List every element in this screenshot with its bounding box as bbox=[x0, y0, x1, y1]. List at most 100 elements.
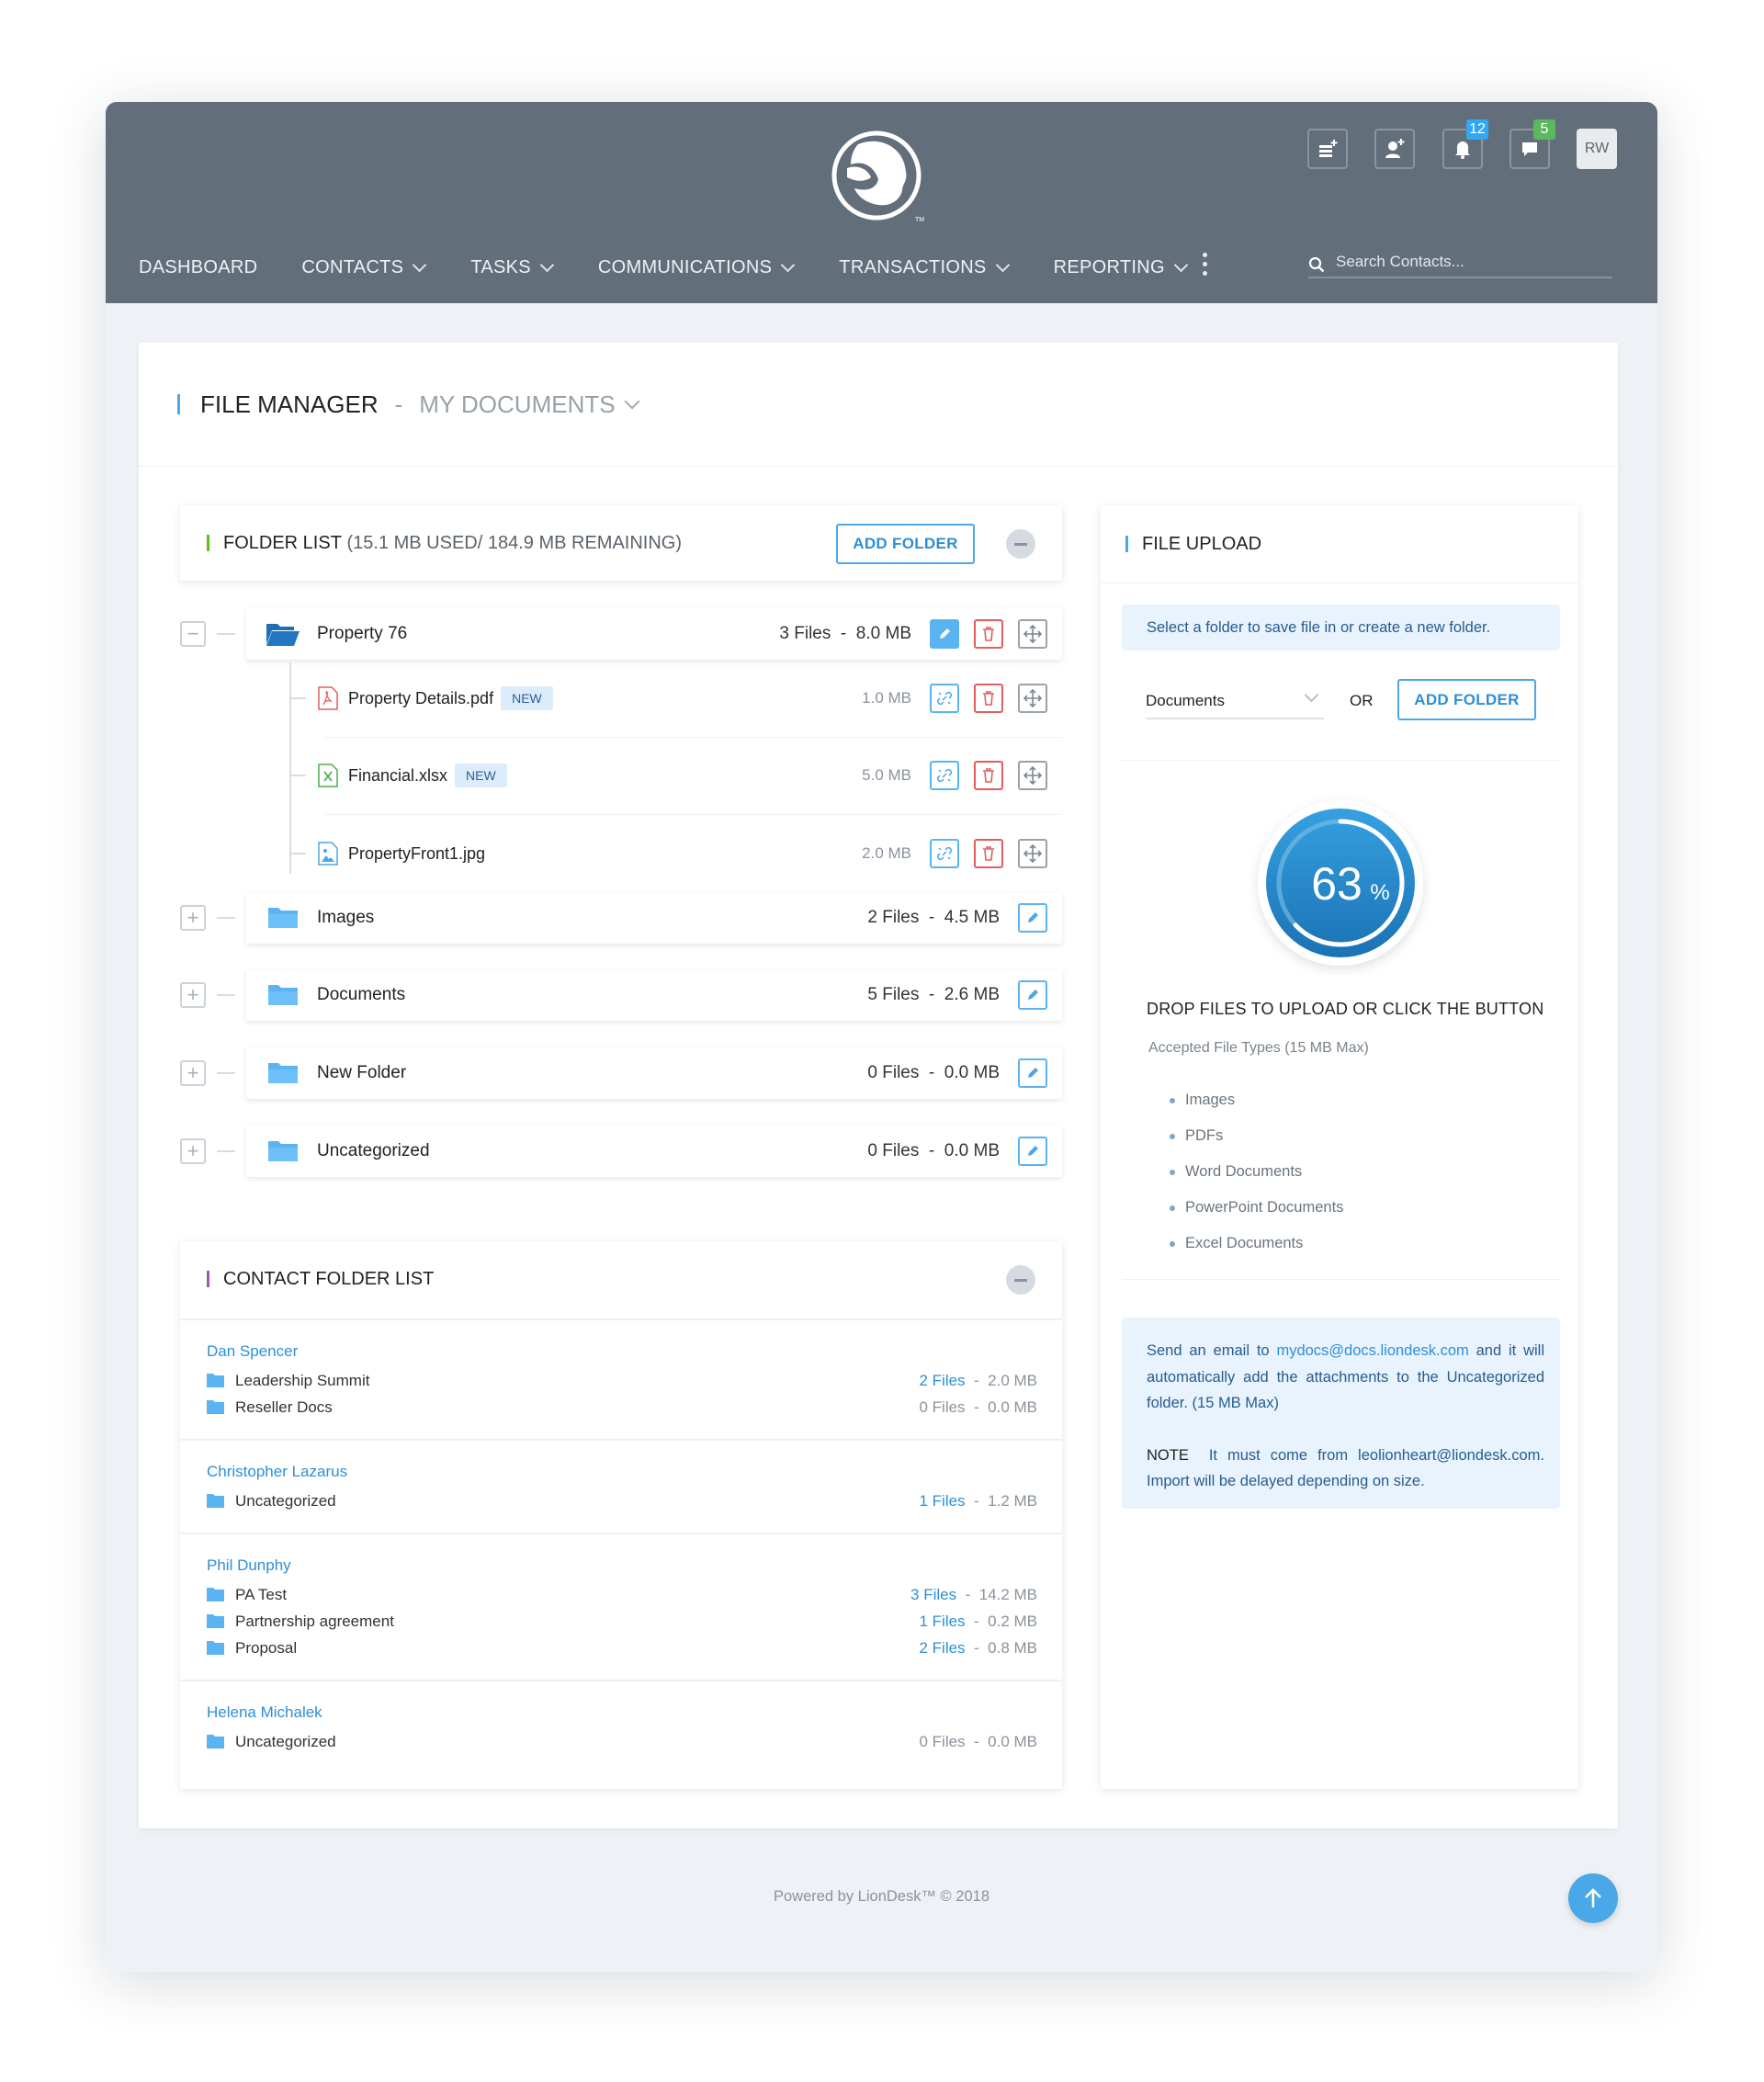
upload-accent-bar bbox=[1125, 536, 1128, 552]
contact-group: Phil Dunphy PA Test 3 Files - 14.2 MB Par… bbox=[180, 1534, 1062, 1681]
chevron-down-icon bbox=[1173, 257, 1189, 272]
divider bbox=[324, 814, 1062, 815]
documents-dropdown[interactable]: MY DOCUMENTS bbox=[419, 390, 616, 418]
delete-folder-button[interactable] bbox=[974, 619, 1003, 649]
upload-info-message: Select a folder to save file in or creat… bbox=[1122, 605, 1560, 651]
folder-icon bbox=[207, 1400, 224, 1414]
share-link-button[interactable] bbox=[930, 684, 959, 713]
scroll-to-top-button[interactable] bbox=[1568, 1873, 1618, 1923]
collapse-folder-toggle[interactable]: − bbox=[180, 621, 235, 647]
folder-row[interactable]: + Images 2 Files - 4.5 MB bbox=[180, 892, 1062, 944]
nav-dashboard[interactable]: DASHBOARD bbox=[139, 256, 258, 277]
contact-group: Dan Spencer Leadership Summit 2 Files - 2… bbox=[180, 1320, 1062, 1441]
main-nav: DASHBOARD CONTACTS TASKS COMMUNICATIONS … bbox=[139, 255, 1189, 280]
files-link[interactable]: 1 Files bbox=[919, 1491, 966, 1510]
contact-name-link[interactable]: Phil Dunphy bbox=[207, 1556, 291, 1574]
file-size: 1.0 MB bbox=[862, 689, 911, 707]
contact-name-link[interactable]: Dan Spencer bbox=[207, 1342, 299, 1360]
edit-folder-button[interactable] bbox=[1018, 980, 1047, 1010]
contact-name-link[interactable]: Helena Michalek bbox=[207, 1703, 322, 1721]
unlink-icon bbox=[936, 768, 953, 783]
more-menu-icon[interactable] bbox=[1203, 253, 1208, 280]
chevron-down-icon bbox=[781, 257, 796, 272]
folder-name: Uncategorized bbox=[317, 1141, 430, 1160]
arrow-up-icon bbox=[1585, 1888, 1601, 1907]
messages-button[interactable]: 5 bbox=[1510, 119, 1555, 169]
folder-row[interactable]: + Documents 5 Files - 2.6 MB bbox=[180, 969, 1062, 1021]
add-folder-button[interactable]: ADD FOLDER bbox=[836, 524, 975, 564]
add-task-button[interactable] bbox=[1307, 129, 1348, 169]
file-row[interactable]: Financial.xlsx NEW 5.0 MB bbox=[289, 737, 1062, 814]
footer-text: Powered by LionDesk™ © 2018 bbox=[773, 1888, 990, 1905]
edit-folder-button[interactable] bbox=[1018, 1137, 1047, 1166]
share-link-button[interactable] bbox=[930, 761, 959, 790]
edit-folder-button[interactable] bbox=[930, 619, 959, 649]
expand-folder-toggle[interactable]: + bbox=[180, 982, 235, 1008]
trash-icon bbox=[983, 846, 994, 861]
file-type-item: Excel Documents bbox=[1170, 1226, 1343, 1262]
chat-bubble-icon bbox=[1522, 142, 1537, 156]
delete-file-button[interactable] bbox=[974, 761, 1003, 790]
expand-folder-toggle[interactable]: + bbox=[180, 1060, 235, 1086]
nav-contacts[interactable]: CONTACTS bbox=[301, 257, 427, 278]
folder-icon bbox=[207, 1588, 224, 1601]
files-link[interactable]: 2 Files bbox=[919, 1371, 966, 1389]
expand-folder-toggle[interactable]: + bbox=[180, 1138, 235, 1164]
upload-add-folder-button[interactable]: ADD FOLDER bbox=[1397, 679, 1536, 720]
contact-folder-item[interactable]: Uncategorized 0 Files - 0.0 MB bbox=[207, 1728, 1037, 1755]
notifications-button[interactable]: 12 bbox=[1442, 119, 1488, 169]
nav-transactions[interactable]: TRANSACTIONS bbox=[839, 257, 1010, 278]
contact-name-link[interactable]: Christopher Lazarus bbox=[207, 1463, 348, 1480]
nav-communications[interactable]: COMMUNICATIONS bbox=[598, 257, 796, 278]
file-row[interactable]: PropertyFront1.jpg 2.0 MB bbox=[289, 815, 1062, 892]
note-label: NOTE bbox=[1147, 1446, 1189, 1464]
files-link[interactable]: 3 Files bbox=[910, 1585, 957, 1603]
contact-group: Helena Michalek Uncategorized 0 Files - 0… bbox=[180, 1681, 1062, 1773]
top-header: TM 12 5 RW DASHBOARD CONTACTS TASKS COMM… bbox=[106, 102, 1657, 303]
move-file-button[interactable] bbox=[1018, 684, 1047, 713]
upload-progress-ring[interactable]: 63 % bbox=[1249, 791, 1432, 975]
contact-folder-item[interactable]: Leadership Summit 2 Files - 2.0 MB bbox=[207, 1367, 1037, 1394]
move-file-button[interactable] bbox=[1018, 761, 1047, 790]
new-badge: NEW bbox=[455, 764, 507, 787]
user-avatar[interactable]: RW bbox=[1577, 129, 1617, 169]
add-contact-button[interactable] bbox=[1374, 129, 1415, 169]
contact-folder-item[interactable]: Partnership agreement 1 Files - 0.2 MB bbox=[207, 1608, 1037, 1635]
move-arrows-icon bbox=[1023, 625, 1042, 643]
contact-folder-item[interactable]: Uncategorized 1 Files - 1.2 MB bbox=[207, 1488, 1037, 1514]
folder-row[interactable]: + New Folder 0 Files - 0.0 MB bbox=[180, 1047, 1062, 1099]
file-type-item: Word Documents bbox=[1170, 1154, 1343, 1190]
move-file-button[interactable] bbox=[1018, 839, 1047, 868]
collapse-contact-list-button[interactable] bbox=[1006, 1265, 1035, 1295]
chevron-down-icon[interactable] bbox=[624, 393, 640, 410]
delete-file-button[interactable] bbox=[974, 839, 1003, 868]
liondesk-logo[interactable]: TM bbox=[831, 128, 928, 225]
delete-file-button[interactable] bbox=[974, 684, 1003, 713]
contact-folder-item[interactable]: Reseller Docs 0 Files - 0.0 MB bbox=[207, 1394, 1037, 1420]
contact-folder-item[interactable]: Proposal 2 Files - 0.8 MB bbox=[207, 1635, 1037, 1661]
edit-folder-button[interactable] bbox=[1018, 1058, 1047, 1088]
email-address-link[interactable]: mydocs@docs.liondesk.com bbox=[1276, 1342, 1469, 1359]
messages-badge: 5 bbox=[1533, 119, 1555, 140]
expand-folder-toggle[interactable]: + bbox=[180, 905, 235, 931]
edit-folder-button[interactable] bbox=[1018, 903, 1047, 933]
nav-reporting[interactable]: REPORTING bbox=[1054, 257, 1189, 278]
file-upload-panel: FILE UPLOAD Select a folder to save file… bbox=[1101, 505, 1578, 1789]
files-link[interactable]: 1 Files bbox=[919, 1612, 966, 1630]
collapse-folder-list-button[interactable] bbox=[1006, 529, 1035, 559]
pencil-icon bbox=[1028, 1146, 1038, 1156]
search-contacts-input[interactable] bbox=[1336, 253, 1602, 271]
divider bbox=[139, 466, 1618, 467]
move-folder-button[interactable] bbox=[1018, 619, 1047, 649]
folder-row[interactable]: + Uncategorized 0 Files - 0.0 MB bbox=[180, 1126, 1062, 1177]
folder-row[interactable]: − Property 76 3 Files - 8.0 MB bbox=[180, 608, 1062, 660]
share-link-button[interactable] bbox=[930, 839, 959, 868]
contact-folder-item[interactable]: PA Test 3 Files - 14.2 MB bbox=[207, 1581, 1037, 1608]
drop-zone-text[interactable]: DROP FILES TO UPLOAD OR CLICK THE BUTTON bbox=[1147, 1000, 1544, 1018]
file-row[interactable]: Property Details.pdf NEW 1.0 MB bbox=[289, 660, 1062, 737]
files-link[interactable]: 2 Files bbox=[919, 1638, 966, 1657]
folder-select[interactable]: Documents bbox=[1146, 685, 1324, 719]
file-name: Property Details.pdf bbox=[348, 688, 494, 707]
nav-tasks[interactable]: TASKS bbox=[470, 257, 555, 278]
folder-name: Images bbox=[317, 908, 375, 927]
